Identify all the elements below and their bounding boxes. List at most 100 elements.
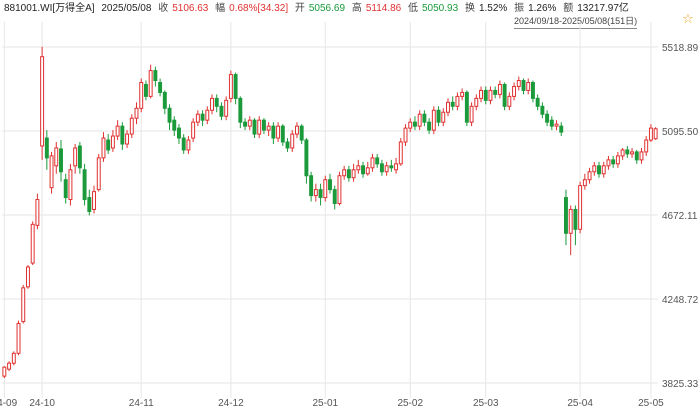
candle-up — [408, 121, 413, 129]
candle-down — [280, 125, 285, 143]
candle-up — [582, 179, 587, 187]
candle-down — [219, 105, 224, 117]
y-tick-label: 3825.33 — [662, 379, 699, 390]
candle-up — [295, 125, 299, 135]
candle-up — [257, 119, 262, 135]
candle-up — [351, 169, 356, 179]
x-tick-label: 25-03 — [473, 398, 499, 409]
candle-down — [299, 125, 304, 141]
candle-down — [564, 197, 568, 234]
candle-down — [233, 74, 238, 99]
candle-up — [384, 165, 389, 173]
candle-down — [611, 159, 616, 165]
quote-date: 2025/05/08 — [101, 3, 152, 14]
candle-up — [30, 223, 35, 264]
x-tick-label: 24-11 — [129, 398, 154, 409]
open-value: 5056.69 — [308, 3, 346, 14]
candle-up — [474, 97, 479, 107]
candle-up — [488, 89, 493, 101]
close-label: 收 — [158, 3, 169, 14]
candle-down — [252, 119, 257, 135]
candle-down — [106, 139, 111, 151]
candle-up — [337, 175, 342, 205]
candle-up — [512, 85, 517, 97]
candle-down — [530, 81, 535, 99]
candle-down — [143, 83, 148, 97]
candle-down — [346, 169, 351, 179]
candle-up — [247, 119, 252, 127]
candle-up — [417, 113, 422, 127]
turnover-value: 1.52% — [478, 3, 508, 14]
candle-up — [40, 56, 45, 147]
candle-down — [436, 109, 441, 123]
candle-up — [615, 155, 620, 165]
candle-up — [139, 81, 144, 109]
candle-up — [394, 163, 399, 171]
candle-up — [441, 111, 446, 123]
candle-up — [592, 165, 597, 173]
amplitude-label: 振 — [514, 3, 525, 14]
candle-up — [431, 109, 436, 131]
candle-up — [228, 74, 233, 99]
candle-up — [630, 151, 635, 155]
candle-down — [304, 139, 309, 177]
candle-down — [493, 89, 498, 95]
candle-down — [535, 97, 540, 107]
candle-down — [573, 208, 578, 230]
candle-down — [318, 189, 323, 199]
candle-up — [25, 266, 30, 288]
x-tick-label: 24-12 — [218, 398, 244, 409]
candle-up — [21, 287, 26, 323]
x-tick-label: 25-01 — [312, 398, 338, 409]
candle-up — [148, 70, 153, 97]
amount-value: 13217.97亿 — [577, 3, 629, 14]
security-code: 881001.WI[万得全A] — [4, 3, 95, 14]
candle-down — [379, 163, 384, 173]
candle-up — [342, 169, 347, 177]
candle-down — [332, 189, 337, 205]
y-tick-label: 4248.72 — [662, 295, 699, 306]
candle-down — [82, 169, 87, 201]
candle-up — [403, 127, 408, 143]
candle-up — [323, 179, 328, 199]
candle-down — [63, 179, 68, 199]
candle-up — [205, 109, 210, 121]
candle-up — [115, 125, 120, 137]
candle-down — [309, 175, 314, 197]
candle-up — [68, 169, 73, 201]
candle-up — [587, 171, 592, 181]
candle-down — [389, 165, 394, 169]
candle-down — [634, 151, 639, 161]
candle-down — [450, 101, 455, 107]
candle-down — [238, 97, 243, 123]
x-tick-label: 25-04 — [567, 398, 593, 409]
candle-up — [191, 121, 196, 139]
candle-up — [2, 366, 7, 377]
x-tick-label: 25-02 — [397, 398, 423, 409]
candle-up — [101, 137, 106, 159]
candle-down — [162, 91, 167, 109]
star-icon[interactable]: ☆ — [682, 11, 694, 26]
candle-down — [540, 105, 545, 115]
date-range-label: 2024/09/18-2025/05/08(151日) — [514, 15, 638, 29]
change-label: 幅 — [215, 3, 226, 14]
candle-down — [120, 125, 125, 145]
candle-up — [578, 185, 583, 230]
candle-down — [502, 83, 507, 107]
candle-up — [92, 191, 96, 210]
candle-up — [7, 362, 12, 370]
candle-up — [507, 95, 512, 107]
candle-up — [648, 127, 653, 141]
close-value: 5106.63 — [172, 3, 209, 14]
candle-down — [483, 89, 488, 101]
candle-up — [35, 199, 40, 226]
candle-down — [177, 127, 181, 139]
amplitude-value: 1.26% — [528, 3, 557, 14]
y-tick-label: 5095.50 — [662, 127, 699, 138]
candle-up — [11, 352, 16, 364]
candle-down — [172, 119, 177, 131]
candle-down — [285, 141, 290, 149]
candle-up — [110, 135, 115, 149]
turnover-label: 换 — [464, 3, 475, 14]
candle-down — [271, 125, 276, 139]
